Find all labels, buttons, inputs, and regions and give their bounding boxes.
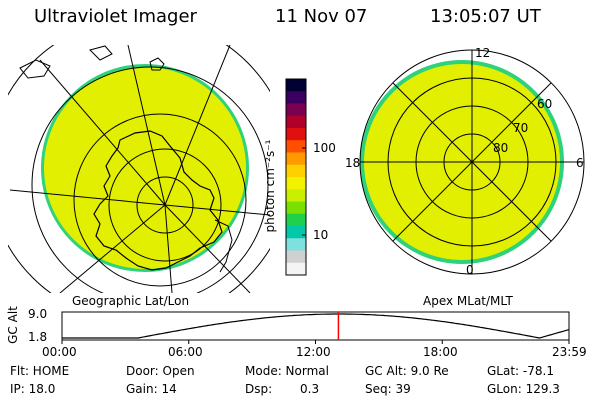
landmass-outline-2: [89, 45, 113, 61]
mlat-label-60: 60: [537, 97, 553, 111]
color-scale-bar: [286, 79, 306, 276]
altitude-curve: [62, 313, 570, 339]
color-scale-frame: [285, 78, 307, 276]
antarctica-coastline: [93, 130, 223, 271]
colorbar-segment: [286, 201, 306, 215]
colorbar-unit-label: photon cm⁻²s⁻¹: [263, 139, 277, 233]
info-gc-alt: GC Alt: 9.0 Re: [365, 364, 449, 378]
time-tick-12: 12:00: [296, 345, 331, 359]
colorbar-segment: [286, 238, 306, 251]
apex-panel-label: Apex MLat/MLT: [423, 294, 513, 308]
info-dsp-value: 0.3: [300, 382, 320, 396]
colorbar-label-100: 100: [313, 141, 336, 155]
colorbar-segment: [286, 140, 306, 153]
altitude-plot-frame: [61, 311, 570, 341]
colorbar-segment: [286, 128, 306, 141]
info-door: Door: Open: [126, 364, 195, 378]
colorbar-label-10: 10: [313, 228, 329, 242]
info-mode: Mode: Normal: [245, 364, 329, 378]
altitude-axis-label: GC Alt: [5, 306, 20, 344]
apex-panel: [359, 49, 585, 275]
mlat-label-80: 80: [493, 141, 509, 155]
observation-time: 13:05:07 UT: [430, 6, 541, 27]
info-ip: IP: 18.0: [10, 382, 56, 396]
time-tick-18: 18:00: [423, 345, 458, 359]
island-outline: [149, 57, 165, 71]
geographic-panel: [8, 45, 270, 293]
altitude-tick-1-8: 1.8: [28, 330, 48, 344]
apex-mlt-lines: [360, 50, 584, 274]
info-seq: Seq: 39: [365, 382, 411, 396]
colorbar-segment: [286, 177, 306, 190]
time-tick-06: 06:00: [168, 345, 203, 359]
info-glon: GLon: 129.3: [487, 382, 560, 396]
mlt-label-0: 0: [466, 263, 474, 277]
info-gain: Gain: 14: [126, 382, 177, 396]
colorbar-segment: [286, 79, 306, 92]
altitude-plot: [61, 311, 570, 344]
colorbar-segment: [286, 164, 306, 178]
mlt-label-18: 18: [345, 156, 361, 170]
altitude-x-tick-marks: [61, 340, 570, 344]
colorbar-segment: [286, 103, 306, 117]
antarctic-peninsula: [214, 219, 233, 273]
landmass-outline: [19, 59, 51, 79]
colorbar-segment: [286, 91, 306, 104]
mlt-label-6: 6: [576, 156, 584, 170]
colorbar-segment: [286, 189, 306, 202]
mlat-label-70: 70: [513, 121, 529, 135]
colorbar-segment: [286, 226, 306, 239]
altitude-tick-9: 9.0: [28, 307, 48, 321]
geographic-meridians: [9, 45, 270, 293]
colorbar-segment: [286, 250, 306, 264]
colorbar-segment: [286, 152, 306, 166]
info-flight: Flt: HOME: [10, 364, 70, 378]
time-tick-00: 00:00: [42, 345, 77, 359]
info-dsp-label: Dsp:: [245, 382, 273, 396]
geographic-emission-disk: [44, 67, 246, 269]
observation-date: 11 Nov 07: [275, 6, 368, 27]
geographic-panel-label: Geographic Lat/Lon: [72, 294, 190, 308]
colorbar-segment: [286, 262, 306, 276]
colorbar-segment: [286, 115, 306, 129]
time-tick-2359: 23:59: [552, 345, 587, 359]
info-glat: GLat: -78.1: [487, 364, 554, 378]
colorbar-segment: [286, 213, 306, 227]
instrument-title: Ultraviolet Imager: [34, 6, 197, 27]
mlt-label-12: 12: [475, 46, 491, 60]
geographic-lat-circles: [8, 45, 270, 293]
